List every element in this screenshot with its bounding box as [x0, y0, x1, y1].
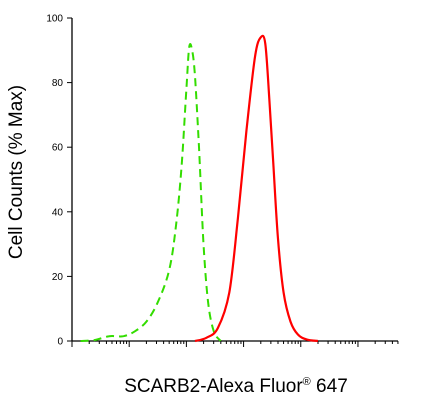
y-ticks: 0 20 40 60 80 100 — [46, 14, 72, 348]
series-layer — [80, 34, 319, 343]
x-axis-title-superscript: ® — [303, 376, 311, 388]
y-axis-title: Cell Counts (% Max) — [6, 85, 27, 259]
sample-histogram-line — [194, 34, 319, 343]
y-tick-label: 40 — [52, 207, 64, 218]
y-tick-label: 20 — [52, 272, 64, 283]
x-axis-title: SCARB2-Alexa Fluor® 647 — [124, 376, 348, 397]
y-tick-label: 100 — [46, 14, 63, 25]
y-tick-label: 0 — [57, 337, 63, 348]
axes — [71, 18, 398, 342]
control-histogram-line — [80, 42, 222, 342]
y-tick-label: 60 — [52, 143, 64, 154]
x-axis-title-main: SCARB2-Alexa Fluor — [124, 376, 303, 397]
x-ticks — [71, 341, 399, 347]
x-axis-title-suffix: 647 — [311, 376, 348, 397]
y-tick-label: 80 — [52, 78, 64, 89]
